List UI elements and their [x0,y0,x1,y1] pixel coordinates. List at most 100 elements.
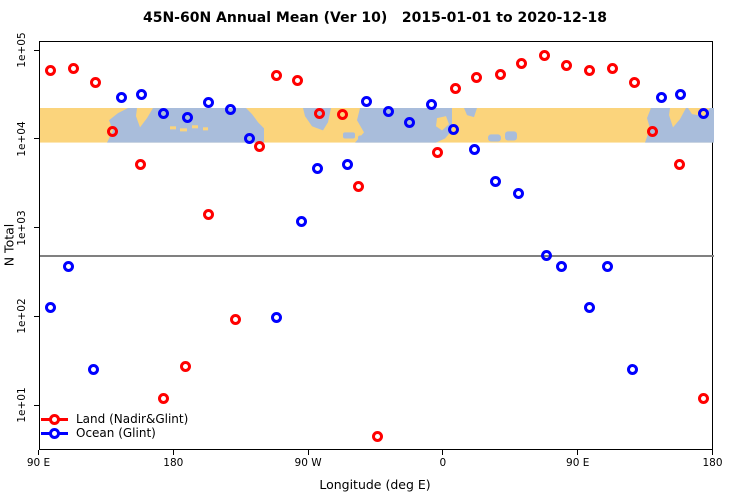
data-point-land [471,72,483,84]
legend-marker-land-icon [49,413,60,425]
data-point-ocean [602,261,614,273]
ocean-shape-caspian-sea [504,131,517,141]
data-point-ocean [382,105,394,117]
data-point-ocean [45,301,57,313]
data-point-land [135,158,147,170]
data-point-ocean [181,111,193,123]
data-point-ocean [296,215,308,227]
data-point-land [314,107,326,119]
land-shape-aleutians-1 [169,126,176,130]
data-point-land [674,158,686,170]
data-point-ocean [403,117,415,129]
data-point-land [230,313,242,325]
legend-label-ocean: Ocean (Glint) [76,426,156,440]
data-point-land [372,431,384,443]
ocean-shape-st-lawrence-1 [342,132,355,139]
legend-item-ocean: Ocean (Glint) [41,426,261,440]
x-tick [38,449,39,455]
x-tick-label: 180 [702,457,723,469]
data-point-land [254,140,266,152]
y-tick-label: 1e+05 [16,32,28,68]
y-tick-label: 1e+03 [16,209,28,246]
data-point-ocean [203,97,215,109]
legend-label-land: Land (Nadir&Glint) [76,412,189,426]
data-point-land [203,208,215,220]
data-point-ocean [469,143,481,155]
data-point-ocean [158,107,170,119]
y-axis-title: N Total [1,223,17,267]
data-point-ocean [426,98,438,110]
x-tick-label: 0 [439,457,447,469]
data-point-land [495,68,507,80]
data-point-ocean [555,261,567,273]
y-tick [33,404,39,406]
land-shape-kamchatka-repeat [668,107,686,128]
data-point-ocean [513,187,525,199]
data-point-land [45,64,57,76]
ocean-shape-pacific-east [644,107,714,143]
x-tick [172,449,174,455]
y-tick [33,138,39,140]
data-point-ocean [655,91,667,103]
x-axis-title: Longitude (deg E) [319,477,431,492]
data-point-land [629,77,641,89]
data-point-ocean [627,363,639,375]
legend-item-land: Land (Nadir&Glint) [41,412,261,426]
data-point-land [353,180,365,192]
data-point-ocean [243,132,255,144]
data-point-land [270,69,282,81]
data-point-ocean [490,175,502,187]
y-tick-label: 1e+02 [16,298,28,334]
data-point-ocean [697,107,709,119]
data-point-land [697,393,709,405]
data-point-ocean [540,250,552,262]
data-point-ocean [448,124,460,136]
data-point-ocean [360,95,372,107]
data-point-ocean [675,89,687,101]
data-point-land [336,108,348,120]
data-point-ocean [311,162,323,174]
data-point-land [107,125,119,137]
land-shape-kamchatka [135,107,153,128]
y-tick-label: 1e+01 [16,387,28,423]
data-point-land [158,393,170,405]
x-tick-label: 90 W [294,457,322,469]
data-point-land [606,63,618,75]
data-point-ocean [224,103,236,115]
x-tick [712,449,713,455]
x-tick [307,449,309,455]
data-point-ocean [341,159,353,171]
data-point-ocean [63,261,75,273]
x-tick [577,449,579,455]
data-point-land [180,360,192,372]
data-point-land [67,63,79,75]
data-point-ocean [116,91,128,103]
chart-title: 45N-60N Annual Mean (Ver 10) 2015-01-01 … [142,10,608,26]
ocean-shape-black-sea [487,134,501,142]
data-point-land [450,82,462,94]
y-tick [33,227,39,228]
data-point-ocean [270,311,282,323]
land-shape-aleutians-4 [202,127,208,131]
data-point-land [516,57,528,69]
data-point-ocean [87,363,99,375]
ocean-shape-baltic [463,107,477,118]
legend: Land (Nadir&Glint) Ocean (Glint) [41,412,261,440]
y-tick [33,49,39,51]
data-point-ocean [584,301,596,313]
legend-marker-ocean-icon [49,427,60,439]
y-tick-label: 1e+04 [16,121,28,157]
latitude-map-band [39,107,714,143]
x-tick-label: 90 E [566,457,590,469]
land-shape-british-isles [435,116,449,131]
land-shape-aleutians-2 [179,128,187,132]
y-tick [33,315,39,317]
data-point-land [432,146,444,158]
data-point-ocean [135,89,147,101]
x-tick-label: 90 E [26,457,51,469]
data-point-land [90,77,102,89]
reference-line [39,254,714,257]
plot-area [38,40,714,450]
data-point-land [646,125,658,137]
